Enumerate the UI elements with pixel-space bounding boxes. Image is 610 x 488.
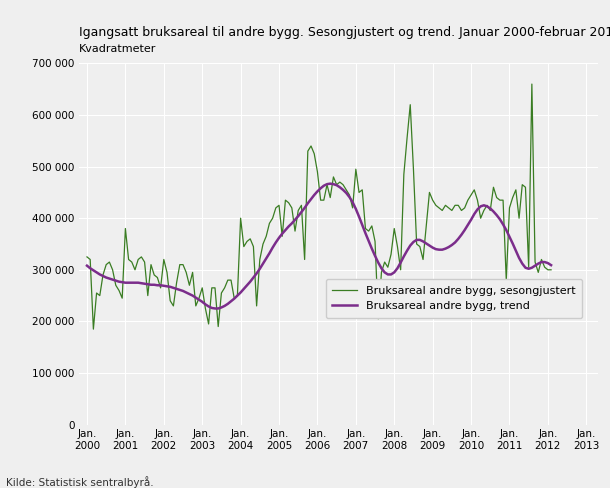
Line: Bruksareal andre bygg, trend: Bruksareal andre bygg, trend [87,183,551,308]
Legend: Bruksareal andre bygg, sesongjustert, Bruksareal andre bygg, trend: Bruksareal andre bygg, sesongjustert, Br… [326,279,582,318]
Text: Kvadratmeter: Kvadratmeter [79,43,157,54]
Bruksareal andre bygg, trend [320,183,328,189]
Bruksareal andre bygg, trend [218,305,225,310]
Line: Bruksareal andre bygg, sesongjustert: Bruksareal andre bygg, sesongjustert [87,84,551,329]
Text: Kilde: Statistisk sentralbyrå.: Kilde: Statistisk sentralbyrå. [6,476,154,488]
Bruksareal andre bygg, trend [211,305,218,311]
Bruksareal andre bygg, sesongjustert [320,197,328,203]
Bruksareal andre bygg, sesongjustert [141,259,148,265]
Bruksareal andre bygg, sesongjustert [359,187,366,193]
Bruksareal andre bygg, trend [547,262,554,268]
Bruksareal andre bygg, sesongjustert [547,267,554,273]
Bruksareal andre bygg, trend [195,297,203,303]
Bruksareal andre bygg, sesongjustert [218,290,225,296]
Bruksareal andre bygg, trend [326,181,334,186]
Bruksareal andre bygg, sesongjustert [84,254,91,260]
Bruksareal andre bygg, sesongjustert [198,285,206,291]
Bruksareal andre bygg, sesongjustert [528,81,536,87]
Bruksareal andre bygg, trend [362,230,369,236]
Bruksareal andre bygg, trend [138,280,145,286]
Bruksareal andre bygg, sesongjustert [202,305,209,311]
Bruksareal andre bygg, trend [84,263,91,268]
Text: Igangsatt bruksareal til andre bygg. Sesongjustert og trend. Januar 2000-februar: Igangsatt bruksareal til andre bygg. Ses… [79,26,610,39]
Bruksareal andre bygg, trend [198,299,206,305]
Bruksareal andre bygg, sesongjustert [90,326,97,332]
